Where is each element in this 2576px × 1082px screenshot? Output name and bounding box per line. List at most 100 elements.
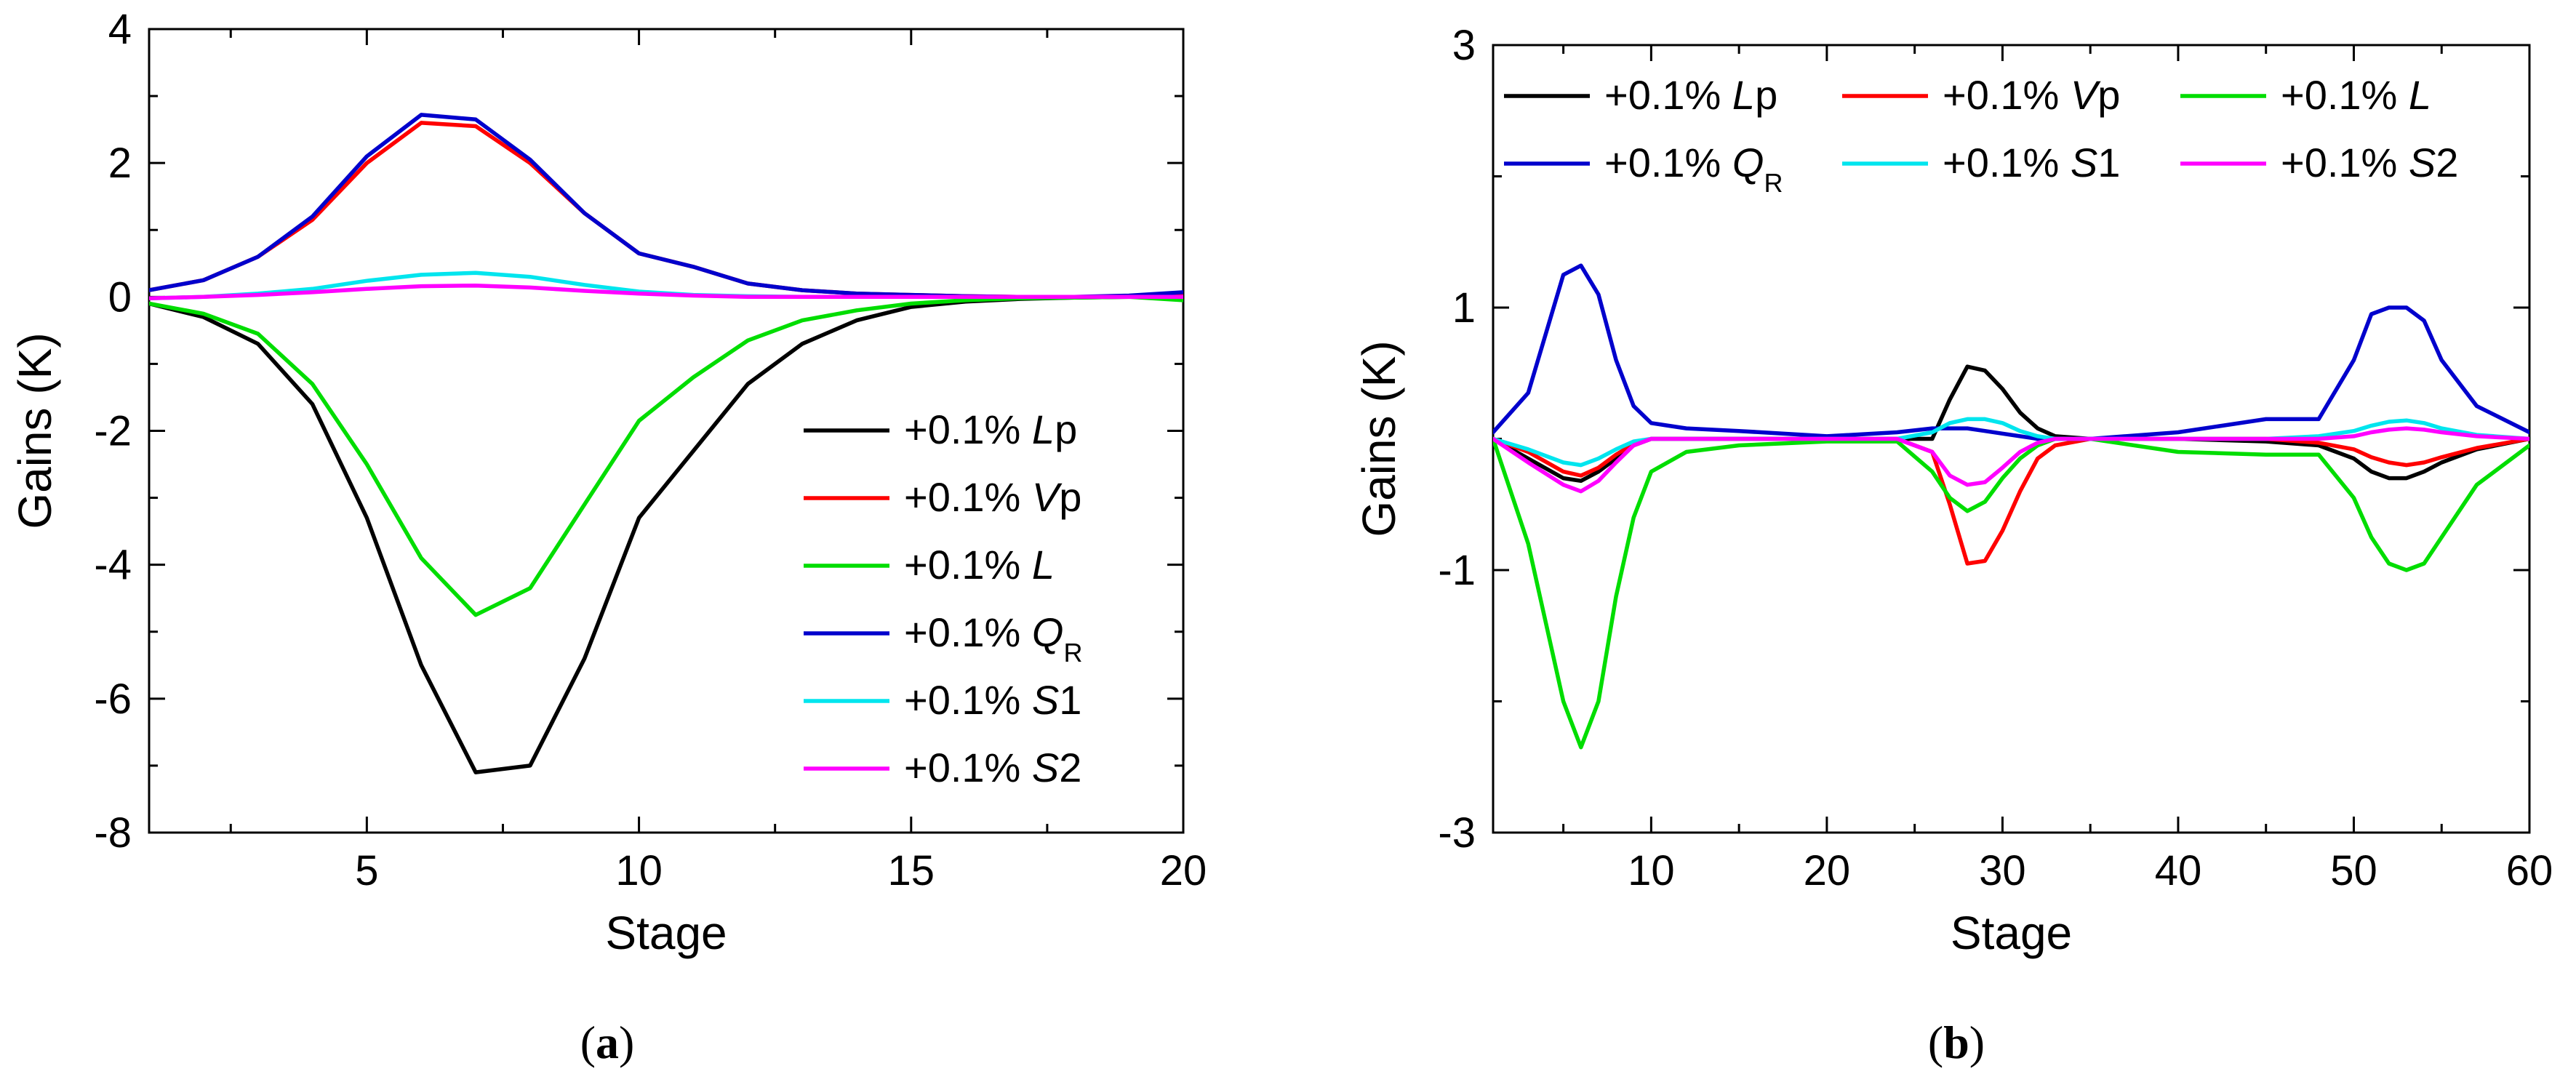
legend-prefix: +0.1% (904, 406, 1032, 452)
caption-letter: b (1943, 1017, 1969, 1068)
legend-prefix: +0.1% (904, 609, 1032, 655)
x-tick-label: 15 (888, 847, 935, 894)
legend-label: +0.1% Vp (904, 474, 1081, 520)
legend-var: S (2409, 140, 2436, 185)
legend-prefix: +0.1% (1604, 140, 1732, 185)
y-tick-label: -6 (94, 676, 132, 723)
legend-var: V (1032, 474, 1063, 520)
legend-prefix: +0.1% (1943, 72, 2071, 118)
legend-item-Vp: +0.1% Vp (1842, 72, 2120, 118)
legend-label: +0.1% S2 (904, 745, 1081, 790)
x-axis-title: Stage (605, 907, 727, 959)
caption-letter: a (596, 1017, 619, 1068)
series-line-S2 (149, 283, 1183, 300)
legend-prefix: +0.1% (904, 677, 1032, 723)
y-axis-title: Gains (K) (9, 332, 61, 529)
legend-item-S2: +0.1% S2 (804, 745, 1081, 790)
legend-var: L (1032, 406, 1055, 452)
series-line-Vp (149, 121, 1183, 300)
x-tick-label: 10 (1628, 847, 1675, 894)
legend-suffix: p (2097, 72, 2120, 118)
legend-label: +0.1% Lp (904, 406, 1077, 452)
legend-prefix: +0.1% (904, 542, 1032, 588)
legend-item-S2: +0.1% S2 (2180, 140, 2458, 185)
legend-suffix: 2 (2436, 140, 2458, 185)
legend-suffix: 1 (2097, 140, 2120, 185)
y-tick-label: -2 (94, 408, 132, 455)
x-tick-label: 10 (615, 847, 663, 894)
y-tick-label: -4 (94, 542, 132, 589)
legend-item-QR: +0.1% QR (804, 609, 1082, 668)
legend-item-Vp: +0.1% Vp (804, 474, 1081, 520)
legend-prefix: +0.1% (1943, 140, 2071, 185)
panel-caption: (b) (1928, 1017, 1985, 1068)
legend-var: S (1032, 677, 1059, 723)
legend-subscript: R (1764, 168, 1783, 198)
legend-prefix: +0.1% (2281, 140, 2409, 185)
series-line-QR (149, 113, 1183, 300)
series-line-Lp (1493, 364, 2529, 484)
legend-label: +0.1% QR (904, 609, 1082, 668)
y-tick-label: 1 (1452, 284, 1476, 332)
x-tick-label: 30 (1979, 847, 2026, 894)
legend-var: L (1732, 72, 1755, 118)
legend-var: L (1032, 542, 1055, 588)
legend-var: L (2409, 72, 2431, 118)
x-tick-label: 60 (2506, 847, 2553, 894)
legend-var: Q (1732, 140, 1764, 185)
x-tick-label: 40 (2155, 847, 2202, 894)
x-tick-label: 5 (355, 847, 378, 894)
x-axis-title: Stage (1951, 907, 2072, 959)
legend-suffix: 2 (1059, 745, 1081, 790)
legend-item-Lp: +0.1% Lp (1504, 72, 1777, 118)
legend-label: +0.1% S1 (904, 677, 1081, 723)
y-tick-label: 0 (108, 273, 132, 321)
caption-open-paren: ( (1928, 1017, 1943, 1068)
y-tick-label: 2 (108, 140, 132, 187)
legend-prefix: +0.1% (1604, 72, 1732, 118)
legend-label: +0.1% Vp (1943, 72, 2120, 118)
caption-open-paren: ( (580, 1017, 596, 1068)
panel-caption: (a) (580, 1017, 635, 1068)
legend-suffix: p (1055, 406, 1077, 452)
legend-label: +0.1% Lp (1604, 72, 1777, 118)
legend-label: +0.1% QR (1604, 140, 1783, 198)
legend-item-Lp: +0.1% Lp (804, 406, 1077, 452)
y-tick-label: -1 (1438, 547, 1476, 594)
series-line-Vp (1493, 436, 2529, 566)
legend-prefix: +0.1% (2281, 72, 2409, 118)
legend-item-S1: +0.1% S1 (1842, 140, 2120, 185)
legend-prefix: +0.1% (904, 745, 1032, 790)
legend-prefix: +0.1% (904, 474, 1032, 520)
legend-label: +0.1% L (2281, 72, 2431, 118)
legend-subscript: R (1063, 638, 1082, 668)
y-tick-label: 3 (1452, 22, 1476, 69)
legend-var: V (2071, 72, 2101, 118)
series-line-S1 (1493, 417, 2529, 468)
y-axis-title: Gains (K) (1353, 340, 1405, 537)
legend-label: +0.1% S1 (1943, 140, 2120, 185)
x-tick-label: 50 (2330, 847, 2377, 894)
legend-label: +0.1% S2 (2281, 140, 2458, 185)
legend-item-QR: +0.1% QR (1504, 140, 1783, 198)
series-line-S2 (1493, 426, 2529, 494)
caption-close-paren: ) (1969, 1017, 1985, 1068)
legend-var: S (2071, 140, 2097, 185)
x-tick-label: 20 (1160, 847, 1207, 894)
x-tick-label: 20 (1804, 847, 1851, 894)
legend-item-S1: +0.1% S1 (804, 677, 1081, 723)
legend-suffix: p (1059, 474, 1081, 520)
y-tick-label: 4 (108, 6, 132, 53)
y-tick-label: -8 (94, 809, 132, 857)
legend-suffix: p (1755, 72, 1777, 118)
legend-item-L: +0.1% L (2180, 72, 2431, 118)
legend-item-L: +0.1% L (804, 542, 1055, 588)
legend-label: +0.1% L (904, 542, 1055, 588)
series-line-L (1493, 436, 2529, 750)
series-line-QR (1493, 263, 2529, 441)
y-tick-label: -3 (1438, 809, 1476, 857)
caption-close-paren: ) (619, 1017, 634, 1068)
